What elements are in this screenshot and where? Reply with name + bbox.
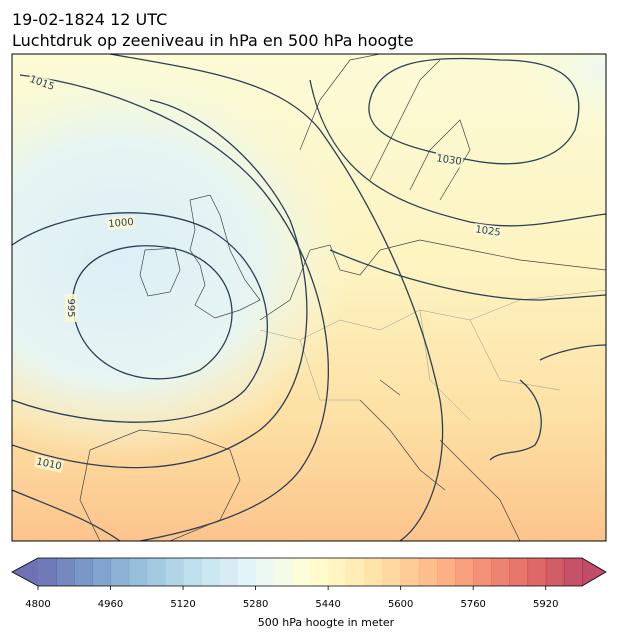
colorbar-segment	[219, 558, 238, 586]
colorbar-segment	[56, 558, 75, 586]
high-shading	[510, 54, 606, 140]
border	[259, 289, 606, 421]
isobar	[72, 245, 233, 380]
colorbar-tick-label: 5600	[388, 599, 413, 610]
colorbar-segment	[436, 558, 456, 586]
colorbar-tick-label: 5280	[243, 599, 268, 610]
isobar	[12, 489, 121, 541]
colorbar-segment	[183, 558, 202, 586]
colorbar-segment	[346, 558, 365, 586]
isobar-label-bg	[26, 72, 58, 94]
isobar	[12, 99, 308, 469]
colorbar-segment	[328, 558, 347, 586]
colorbar-segment	[255, 558, 275, 586]
colorbar-tick-label: 4960	[98, 599, 123, 610]
colorbar-segment	[455, 558, 474, 586]
colorbar-segment	[400, 558, 420, 586]
colorbar-segment	[146, 558, 166, 586]
subtitle: Luchtdruk op zeeniveau in hPa en 500 hPa…	[12, 31, 414, 50]
isobar-label: 995	[65, 298, 76, 317]
isobar	[329, 249, 606, 301]
coastline	[359, 379, 521, 541]
colorbar-segment	[491, 558, 510, 586]
coastline	[189, 194, 261, 319]
colorbar-segment	[237, 558, 257, 586]
colorbar-segment	[545, 558, 565, 586]
colorbar-segment	[310, 558, 329, 586]
colorbar-extend-high	[582, 558, 606, 586]
colorbar-segment	[382, 558, 402, 586]
colorbar-tick-label: 4800	[25, 599, 50, 610]
colorbar-segment	[38, 558, 57, 586]
isobar-label-bg	[106, 215, 136, 231]
colorbar-segment	[418, 558, 438, 586]
colorbar-segment	[164, 558, 184, 586]
isobar-label-bg	[434, 152, 464, 168]
isobar-label-bg	[473, 223, 503, 239]
colorbar-segment	[74, 558, 93, 586]
coastline	[79, 429, 241, 541]
colorbar-segment	[364, 558, 384, 586]
isobar	[368, 57, 580, 165]
colorbar-tick-label: 5440	[315, 599, 340, 610]
colorbar-segment	[273, 558, 293, 586]
low-pressure-shading	[12, 60, 350, 460]
colorbar-label: 500 hPa hoogte in meter	[258, 616, 395, 629]
isobar	[489, 344, 606, 461]
title: 19-02-1824 12 UTC	[12, 10, 167, 29]
colorbar-segment	[527, 558, 547, 586]
isobar-label-bg	[65, 294, 77, 322]
isobar-label: 1025	[475, 224, 502, 238]
colorbar-extend-low	[12, 558, 38, 586]
colorbar-tick-label: 5920	[533, 599, 558, 610]
isobar	[109, 54, 444, 541]
colorbar-tick-label: 5760	[460, 599, 485, 610]
colorbar-segment	[201, 558, 220, 586]
colorbar-segment	[509, 558, 529, 586]
isobar-label: 1000	[108, 217, 134, 230]
isobar	[12, 212, 268, 423]
colorbar-segment	[92, 558, 112, 586]
isobar-label-bg	[34, 455, 64, 473]
isobar	[19, 74, 329, 541]
isobar-label: 1030	[436, 153, 463, 167]
colorbar-tick-label: 5120	[170, 599, 195, 610]
colorbar-segment	[563, 558, 583, 586]
colorbar-segment	[473, 558, 492, 586]
colorbar-segment	[110, 558, 130, 586]
colorbar-segment	[128, 558, 148, 586]
coastline	[139, 247, 181, 297]
colorbar-segment	[291, 558, 311, 586]
map	[12, 54, 606, 541]
map-frame	[11, 53, 607, 542]
isobar	[309, 79, 606, 227]
isobar-label: 1010	[35, 456, 62, 472]
